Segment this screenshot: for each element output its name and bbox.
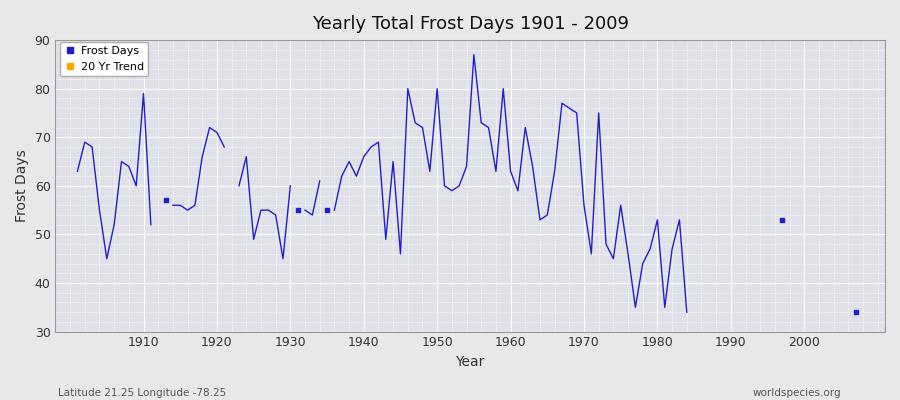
Point [775, 217, 789, 223]
Point [291, 207, 305, 213]
Point [158, 197, 173, 204]
Legend: Frost Days, 20 Yr Trend: Frost Days, 20 Yr Trend [59, 42, 148, 76]
Text: Latitude 21.25 Longitude -78.25: Latitude 21.25 Longitude -78.25 [58, 388, 227, 398]
Text: worldspecies.org: worldspecies.org [753, 388, 842, 398]
Title: Yearly Total Frost Days 1901 - 2009: Yearly Total Frost Days 1901 - 2009 [311, 15, 629, 33]
X-axis label: Year: Year [455, 355, 485, 369]
Point [849, 309, 863, 315]
Point [320, 207, 334, 213]
Y-axis label: Frost Days: Frost Days [15, 150, 29, 222]
